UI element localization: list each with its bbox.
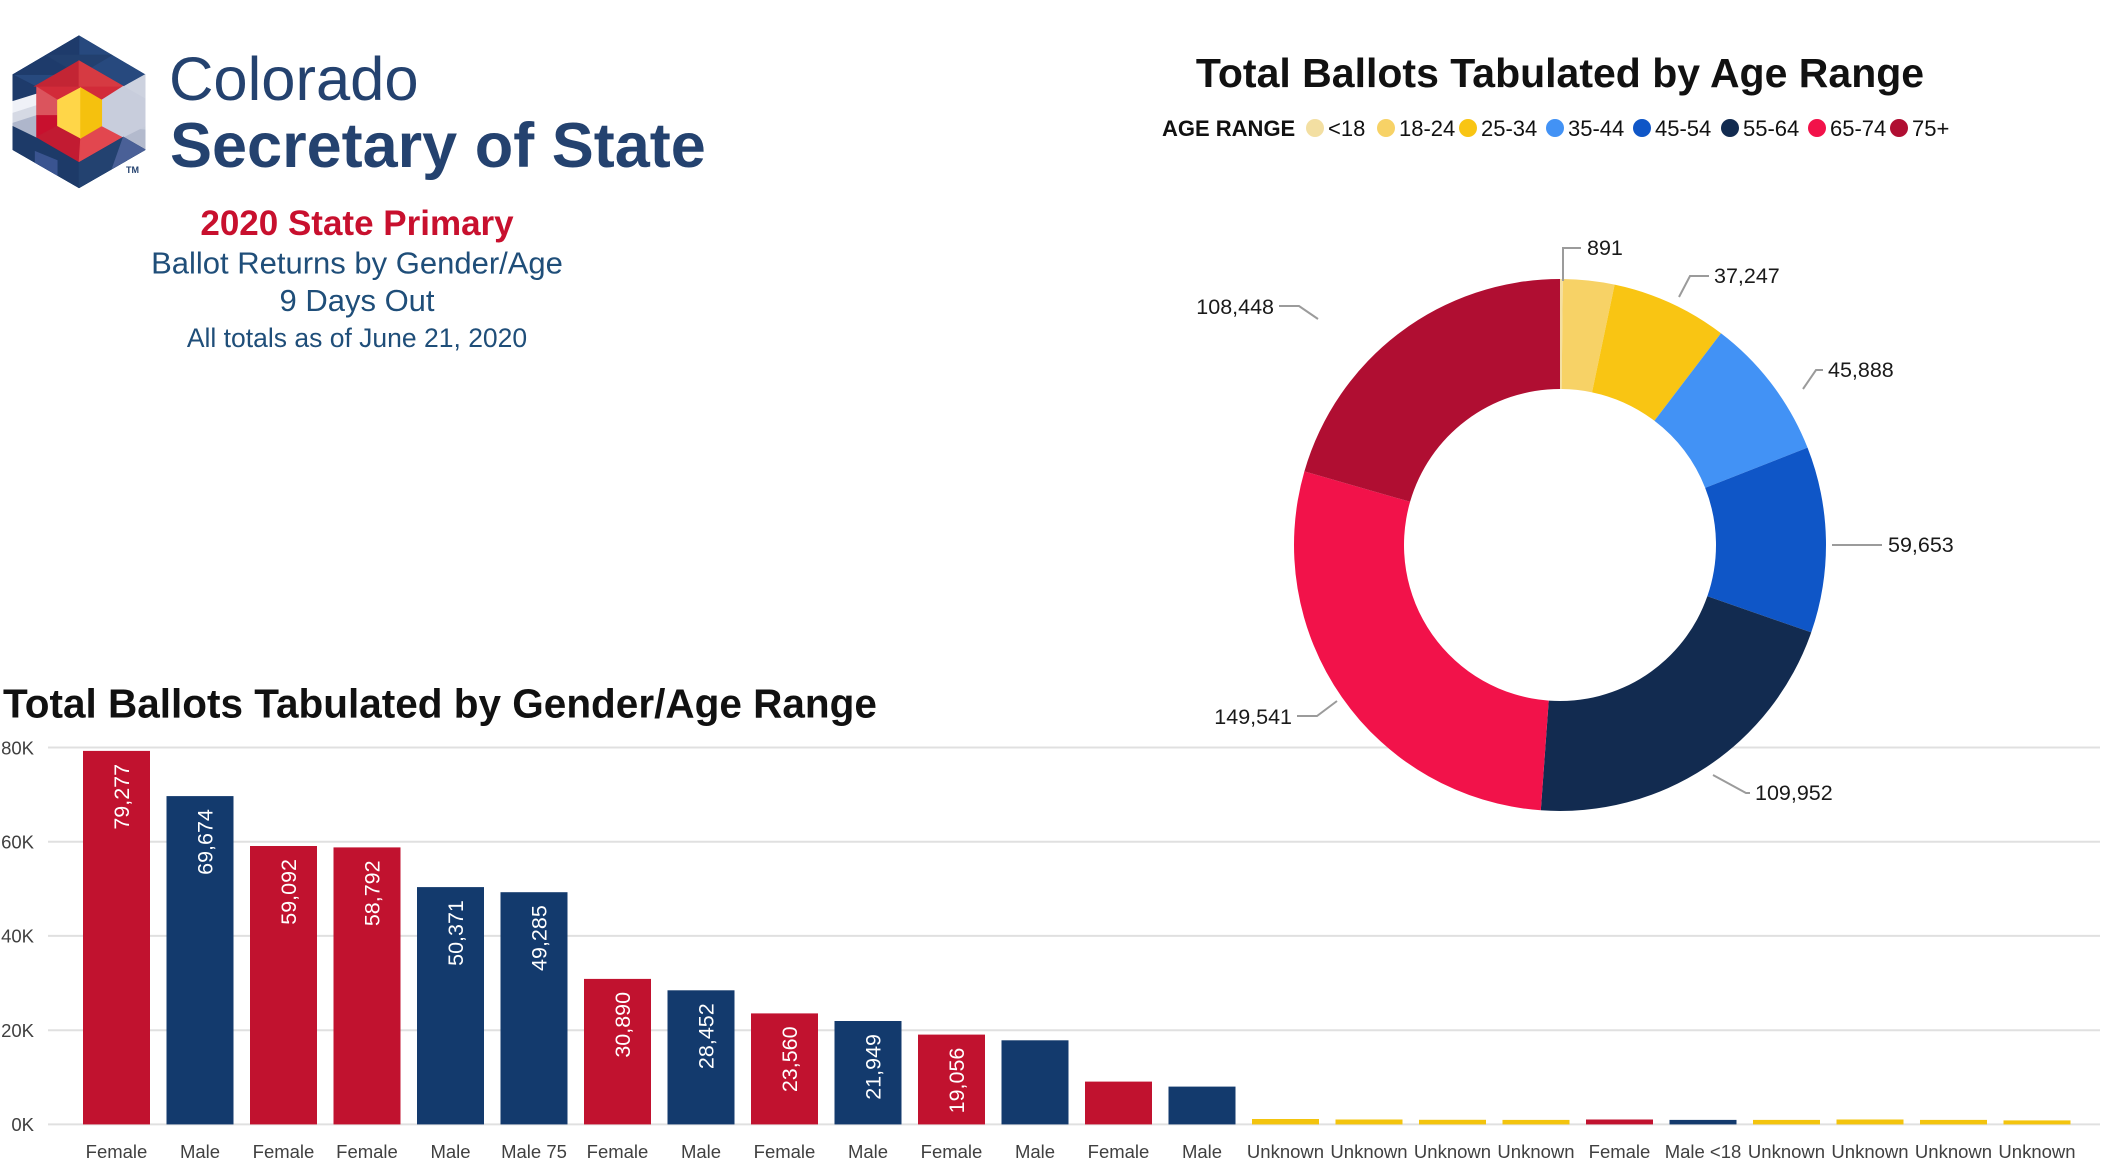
svg-text:Secretary of State: Secretary of State <box>170 111 706 181</box>
svg-text:25-34: 25-34 <box>1481 116 1537 141</box>
svg-text:Unknown: Unknown <box>1915 1141 1992 1162</box>
svg-text:19,056: 19,056 <box>945 1048 969 1114</box>
svg-text:Male: Male <box>180 1141 220 1162</box>
svg-text:<18: <18 <box>1328 116 1365 141</box>
svg-text:18-24: 18-24 <box>1399 116 1455 141</box>
svg-text:Male: Male <box>848 1141 888 1162</box>
svg-text:58,792: 58,792 <box>360 860 384 926</box>
svg-text:Colorado: Colorado <box>169 45 419 114</box>
svg-text:Male: Male <box>1015 1141 1055 1162</box>
svg-text:Female: Female <box>587 1141 649 1162</box>
svg-text:55-64: 55-64 <box>1743 116 1799 141</box>
svg-text:Total Ballots Tabulated by Gen: Total Ballots Tabulated by Gender/Age Ra… <box>3 681 877 727</box>
svg-text:60K: 60K <box>1 832 35 853</box>
svg-text:2020 State Primary: 2020 State Primary <box>200 204 514 243</box>
svg-text:45,888: 45,888 <box>1828 358 1894 382</box>
svg-text:45-54: 45-54 <box>1655 116 1711 141</box>
svg-text:Unknown: Unknown <box>1998 1141 2075 1162</box>
svg-text:Ballot Returns by Gender/Age: Ballot Returns by Gender/Age <box>151 246 563 281</box>
svg-text:Unknown: Unknown <box>1247 1141 1324 1162</box>
svg-text:Female: Female <box>1088 1141 1150 1162</box>
svg-text:Female: Female <box>336 1141 398 1162</box>
svg-text:Female: Female <box>253 1141 315 1162</box>
svg-text:59,653: 59,653 <box>1888 533 1954 557</box>
svg-text:149,541: 149,541 <box>1214 705 1292 729</box>
svg-text:891: 891 <box>1587 236 1623 260</box>
svg-text:Total Ballots Tabulated by Age: Total Ballots Tabulated by Age Range <box>1196 50 1924 96</box>
svg-text:109,952: 109,952 <box>1755 781 1833 805</box>
svg-text:Male: Male <box>430 1141 470 1162</box>
svg-text:Female: Female <box>754 1141 816 1162</box>
svg-text:79,277: 79,277 <box>110 764 134 830</box>
svg-text:23,560: 23,560 <box>778 1026 802 1092</box>
svg-text:65-74: 65-74 <box>1830 116 1886 141</box>
svg-text:50,371: 50,371 <box>444 900 468 966</box>
svg-text:75+: 75+ <box>1912 116 1949 141</box>
svg-text:Male 75: Male 75 <box>501 1141 567 1162</box>
svg-text:30,890: 30,890 <box>611 992 635 1058</box>
svg-text:Female: Female <box>86 1141 148 1162</box>
svg-text:0K: 0K <box>11 1114 34 1135</box>
svg-text:Male: Male <box>681 1141 721 1162</box>
svg-text:All totals as of June 21, 2020: All totals as of June 21, 2020 <box>187 323 527 353</box>
svg-text:108,448: 108,448 <box>1196 295 1274 319</box>
svg-text:AGE RANGE: AGE RANGE <box>1162 116 1295 141</box>
svg-text:80K: 80K <box>1 737 35 758</box>
svg-text:Unknown: Unknown <box>1831 1141 1908 1162</box>
svg-text:35-44: 35-44 <box>1568 116 1624 141</box>
svg-text:Unknown: Unknown <box>1414 1141 1491 1162</box>
svg-text:20K: 20K <box>1 1020 35 1041</box>
svg-text:Unknown: Unknown <box>1748 1141 1825 1162</box>
svg-text:Male <18: Male <18 <box>1665 1141 1742 1162</box>
svg-text:Female: Female <box>1589 1141 1651 1162</box>
svg-text:28,452: 28,452 <box>694 1003 718 1069</box>
svg-text:9 Days Out: 9 Days Out <box>279 283 434 318</box>
svg-text:Female: Female <box>921 1141 983 1162</box>
svg-text:69,674: 69,674 <box>193 809 217 875</box>
svg-text:Unknown: Unknown <box>1330 1141 1407 1162</box>
svg-text:37,247: 37,247 <box>1714 264 1780 288</box>
svg-text:Male: Male <box>1182 1141 1222 1162</box>
svg-text:21,949: 21,949 <box>861 1034 885 1100</box>
svg-text:59,092: 59,092 <box>277 859 301 925</box>
svg-text:40K: 40K <box>1 926 35 947</box>
svg-text:49,285: 49,285 <box>527 905 551 971</box>
svg-text:TM: TM <box>126 165 139 175</box>
svg-text:Unknown: Unknown <box>1497 1141 1574 1162</box>
